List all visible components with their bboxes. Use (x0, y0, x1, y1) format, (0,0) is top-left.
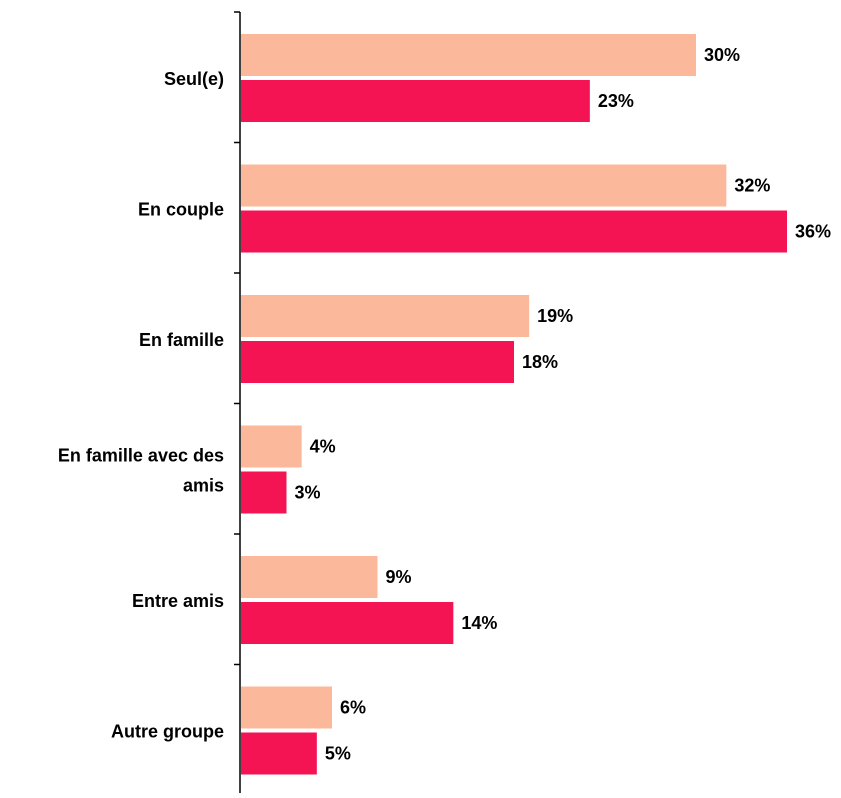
category-label: En couple (138, 200, 224, 220)
bar-series1-4 (241, 556, 378, 598)
category-label: En famille (139, 330, 224, 350)
bar-series1-1 (241, 164, 727, 207)
bar-series2-5 (241, 732, 317, 775)
bar-series2-3 (241, 471, 287, 514)
category-label: Seul(e) (164, 69, 224, 89)
value-label: 14% (461, 613, 497, 633)
value-label: 3% (295, 483, 321, 503)
bar-series2-1 (241, 210, 787, 253)
category-label: Autre groupe (111, 722, 224, 742)
value-label: 36% (795, 222, 831, 242)
value-label: 30% (704, 45, 740, 65)
value-label: 32% (734, 176, 770, 196)
category-label: En famille avec des amis (58, 446, 224, 496)
bar-series2-0 (241, 80, 590, 122)
bar-series1-5 (241, 686, 332, 729)
bar-series2-2 (241, 341, 514, 383)
value-label: 6% (340, 698, 366, 718)
value-label: 9% (386, 567, 412, 587)
category-axis (234, 11, 241, 793)
value-label: 19% (537, 306, 573, 326)
category-label: Entre amis (132, 591, 224, 611)
value-labels: 30% 23% 32% 36% 19% 18% 4% 3% 9% 14% 6% 5% (295, 45, 832, 764)
bars-group (241, 34, 787, 775)
value-label: 4% (310, 437, 336, 457)
value-label: 23% (598, 91, 634, 111)
bar-series1-0 (241, 34, 696, 76)
value-label: 5% (325, 744, 351, 764)
value-label: 18% (522, 352, 558, 372)
category-labels: Seul(e) En couple En famille En famille ave… (58, 69, 224, 742)
bar-series1-3 (241, 425, 302, 468)
bar-series1-2 (241, 295, 530, 337)
bar-series2-4 (241, 602, 454, 644)
